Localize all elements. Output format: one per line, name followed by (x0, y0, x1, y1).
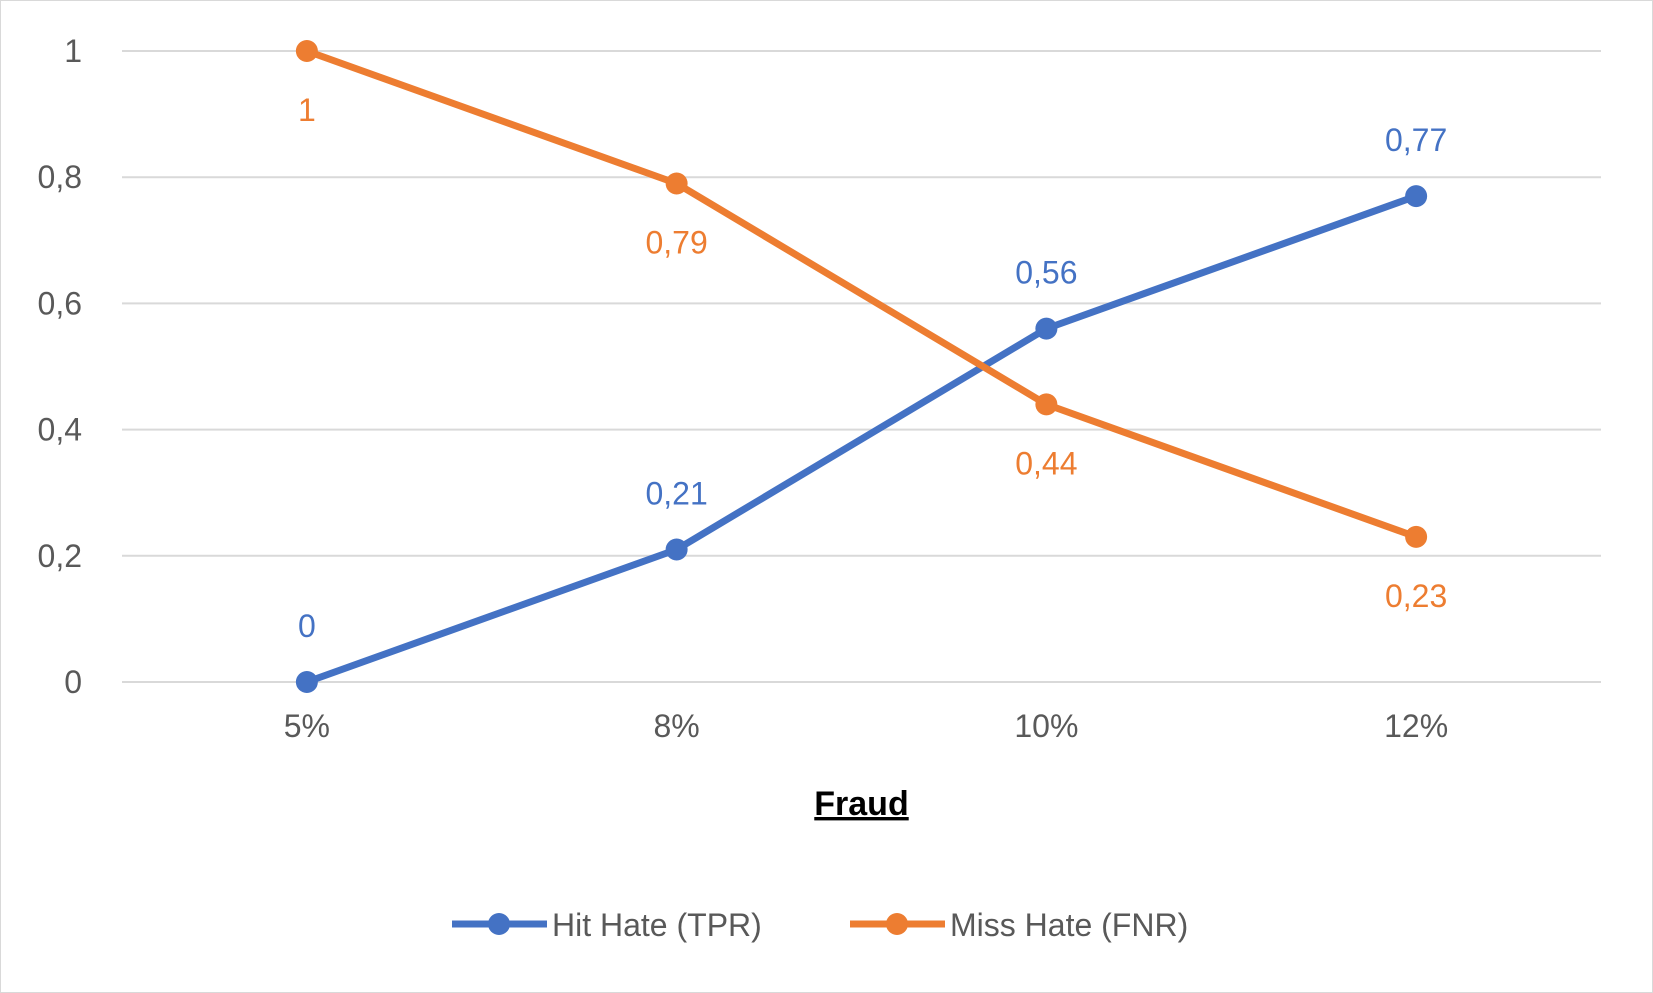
x-axis-ticks: 5% 8% 10% 12% (284, 708, 1448, 744)
data-label: 0,21 (645, 475, 707, 511)
series-layer: 0 0,21 0,56 0,77 1 0,79 0,44 0,23 (295, 40, 1447, 693)
data-point (665, 538, 688, 561)
series-line (303, 192, 1420, 686)
series-2: 1 0,79 0,44 0,23 (295, 40, 1447, 614)
x-tick-label: 10% (1014, 708, 1078, 744)
x-tick-label: 8% (654, 708, 700, 744)
x-tick-label: 12% (1384, 708, 1448, 744)
data-point (295, 40, 318, 62)
data-point (1035, 317, 1058, 340)
data-point (1035, 393, 1058, 416)
data-label: 1 (298, 92, 316, 128)
data-label: 0,23 (1385, 578, 1447, 614)
data-label: 0,79 (645, 225, 707, 261)
legend-item: Hit Hate (TPR) (452, 907, 762, 943)
series-line (303, 47, 1420, 541)
legend-label: Hit Hate (TPR) (552, 907, 762, 943)
x-tick-label: 5% (284, 708, 330, 744)
y-tick-label: 0,4 (38, 412, 82, 448)
gridlines (122, 50, 1601, 683)
legend: Hit Hate (TPR) Miss Hate (FNR) (452, 907, 1188, 943)
data-point (295, 671, 318, 693)
data-label: 0,44 (1015, 445, 1077, 481)
x-axis-title: Fraud (814, 785, 908, 823)
data-point (1405, 185, 1428, 208)
y-tick-label: 0,8 (38, 159, 82, 195)
legend-label: Miss Hate (FNR) (950, 907, 1188, 943)
legend-marker (886, 913, 908, 935)
data-point (1405, 525, 1428, 548)
y-tick-label: 0 (64, 664, 82, 700)
y-tick-label: 1 (64, 33, 82, 69)
y-axis-ticks: 0 0,2 0,4 0,6 0,8 1 (38, 33, 82, 700)
y-tick-label: 0,2 (38, 538, 82, 574)
data-label: 0,77 (1385, 122, 1447, 158)
legend-marker (488, 913, 510, 935)
data-label: 0,56 (1015, 255, 1077, 291)
legend-item: Miss Hate (FNR) (850, 907, 1188, 943)
data-point (665, 172, 688, 195)
data-label: 0 (298, 608, 316, 644)
y-tick-label: 0,6 (38, 285, 82, 321)
series-1: 0 0,21 0,56 0,77 (295, 122, 1447, 693)
